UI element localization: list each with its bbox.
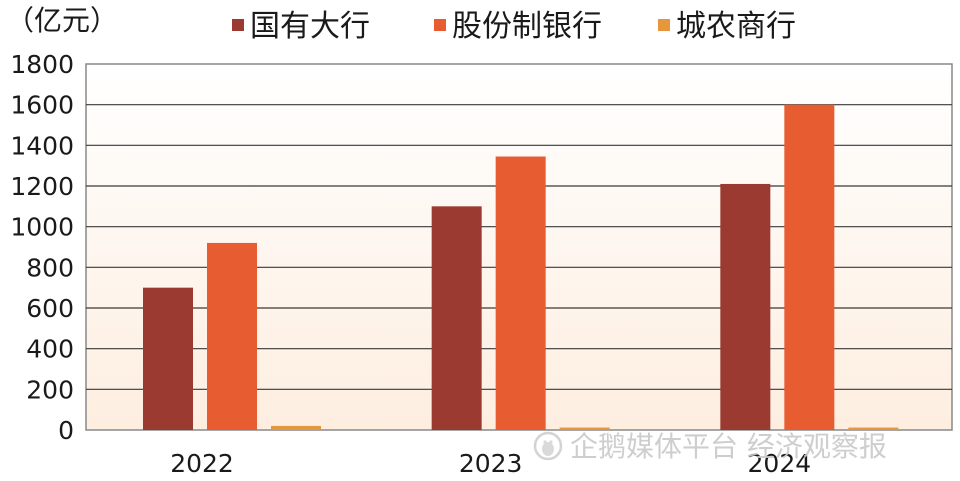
- y-tick-label: 0: [58, 416, 74, 445]
- y-tick-label: 600: [26, 294, 74, 323]
- bar-2023-1: [431, 206, 482, 430]
- bar-2022-3: [271, 425, 321, 430]
- legend-label-3: 城农商行: [676, 9, 796, 44]
- bar-2024-1: [720, 183, 771, 430]
- y-tick-label: 400: [26, 335, 74, 364]
- x-tick-label: 2022: [170, 449, 234, 478]
- legend-swatch-1: [232, 19, 244, 31]
- penguin-icon: [533, 431, 563, 461]
- x-tick-label: 2023: [459, 449, 523, 478]
- x-tick-label: 2024: [748, 449, 812, 478]
- watermark-text: 企鹅媒体平台 经济观察报: [570, 430, 887, 463]
- y-tick-label: 200: [26, 375, 74, 404]
- bar-2024-3: [848, 427, 899, 430]
- y-tick-label: 1600: [10, 91, 74, 120]
- watermark: 企鹅媒体平台 经济观察报: [533, 430, 887, 463]
- y-axis: 0 200 400 600 800 1000 1200 1400 1600 1800: [10, 50, 74, 445]
- bar-2024-2: [784, 104, 835, 431]
- x-axis: 2022 2023 2024: [170, 449, 811, 478]
- unit-label: （亿元）: [6, 4, 118, 37]
- y-tick-label: 800: [26, 253, 74, 282]
- legend-swatch-2: [434, 19, 446, 31]
- legend-label-2: 股份制银行: [452, 9, 602, 44]
- legend-label-1: 国有大行: [250, 9, 370, 44]
- y-tick-label: 1200: [10, 172, 74, 201]
- y-tick-label: 1000: [10, 213, 74, 242]
- bar-2022-1: [143, 287, 193, 430]
- y-tick-label: 1400: [10, 131, 74, 160]
- bar-2023-3: [559, 427, 610, 430]
- legend: 国有大行 股份制银行 城农商行: [232, 9, 796, 44]
- y-tick-label: 1800: [10, 50, 74, 79]
- legend-swatch-3: [658, 19, 670, 31]
- bar-2022-2: [207, 242, 257, 430]
- bar-2023-2: [495, 156, 546, 430]
- bars: [143, 104, 899, 431]
